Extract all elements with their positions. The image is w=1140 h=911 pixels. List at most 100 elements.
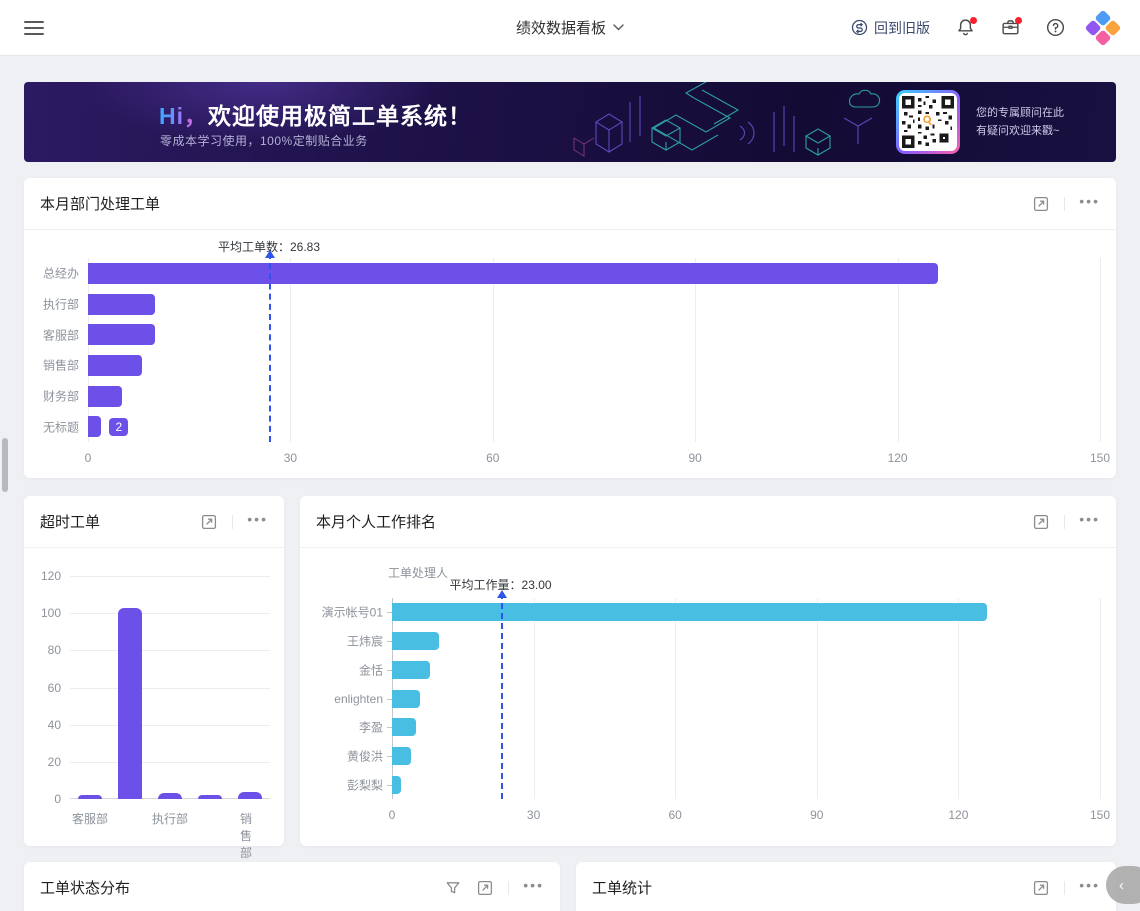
bar-销售部[interactable] — [238, 791, 262, 799]
bar-彭梨梨[interactable] — [392, 775, 402, 794]
category-label: 李盈 — [358, 720, 383, 735]
gridline — [1100, 598, 1101, 799]
card-department-tickets: 本月部门处理工单 ••• 0 30 60 90 120 150 总经办 执行部 客服部 销售部 财务… — [24, 178, 1116, 478]
workbench-badge — [1015, 16, 1022, 24]
bar-黄俊洪[interactable] — [392, 746, 411, 765]
category-label: 销售部 — [42, 358, 79, 373]
x-axis-tick-label: 0 — [388, 808, 396, 822]
card-title: 工单统计 — [592, 880, 653, 897]
x-axis-tick-label: 30 — [526, 808, 541, 822]
card-title: 本月部门处理工单 — [40, 196, 161, 213]
category-label: 客服部 — [42, 328, 79, 343]
filter-icon[interactable] — [444, 879, 462, 897]
back-to-old-version-button[interactable]: 回到旧版 — [851, 18, 930, 38]
bar-unlabeled[interactable] — [198, 795, 222, 799]
bar-无标题[interactable] — [88, 416, 102, 438]
restore-icon — [851, 19, 868, 36]
banner-subtitle: 零成本学习使用，100%定制贴合业务 — [160, 134, 368, 148]
more-menu-icon[interactable]: ••• — [523, 876, 544, 893]
plot-area: 0 30 60 90 120 150 总经办 执行部 客服部 销售部 财务部 无标题 2 平均工单数：26… — [43, 240, 1110, 465]
bar-enlighten[interactable] — [392, 689, 421, 708]
card-title: 工单状态分布 — [40, 880, 131, 897]
x-axis-tick-label: 30 — [283, 451, 298, 465]
divider — [508, 880, 510, 895]
axis-tick — [387, 755, 392, 757]
bar-金恬[interactable] — [392, 660, 430, 679]
category-label: 执行部 — [42, 297, 79, 312]
notification-badge — [970, 16, 977, 24]
bar-销售部[interactable] — [88, 354, 142, 376]
workbench-button[interactable] — [1000, 16, 1022, 38]
axis-tick — [387, 612, 392, 614]
y-axis-tick-label: 0 — [54, 792, 61, 806]
expand-icon[interactable] — [1032, 879, 1050, 897]
gridline — [816, 598, 818, 799]
average-label: 平均工单数：26.83 — [217, 240, 321, 254]
gridline — [70, 576, 270, 577]
more-menu-icon[interactable]: ••• — [1079, 876, 1100, 893]
bar-客服部[interactable] — [88, 324, 156, 346]
app-logo-icon[interactable] — [1084, 9, 1122, 46]
notifications-button[interactable] — [955, 16, 977, 38]
bar-总经办[interactable] — [88, 262, 939, 284]
more-menu-icon[interactable]: ••• — [1079, 192, 1100, 209]
expand-icon[interactable] — [1032, 513, 1050, 531]
axis-tick — [387, 727, 392, 729]
question-icon — [1046, 18, 1064, 37]
plot-area: 0 30 60 90 120 150 演示帐号01 王炜宸 金恬 enlighten 李盈 黄俊洪 彭梨… — [322, 566, 1110, 822]
help-button[interactable] — [1045, 18, 1065, 38]
gridline — [675, 598, 677, 799]
divider — [1064, 880, 1066, 895]
bar-unlabeled[interactable] — [118, 607, 142, 799]
left-scrollbar-thumb[interactable] — [2, 438, 8, 492]
gridline — [70, 650, 270, 652]
category-label: 金恬 — [358, 663, 383, 678]
card-ticket-statistics: 工单统计 ••• — [576, 862, 1116, 911]
back-to-old-version-label: 回到旧版 — [874, 19, 930, 36]
personal-ranking-chart[interactable]: 0 30 60 90 120 150 演示帐号01 王炜宸 金恬 enlighten 李盈 黄俊洪 彭梨… — [300, 548, 1116, 845]
category-label: 王炜宸 — [346, 634, 383, 649]
bar-执行部[interactable] — [88, 293, 156, 315]
bar-李盈[interactable] — [392, 718, 416, 737]
card-title: 超时工单 — [40, 514, 101, 531]
more-menu-icon[interactable]: ••• — [247, 510, 268, 527]
plot-area: 0 20 40 60 80 100 120 客服部 执行部 销售部 — [41, 569, 270, 860]
axis-tick — [387, 784, 392, 786]
bar-演示帐号01[interactable] — [392, 603, 987, 622]
gridline — [533, 598, 535, 799]
side-panel-collapse-handle[interactable]: ‹ — [1106, 866, 1140, 904]
expand-icon[interactable] — [200, 513, 218, 531]
page-title: 绩效数据看板 — [515, 20, 607, 37]
overtime-tickets-chart[interactable]: 0 20 40 60 80 100 120 客服部 执行部 销售部 — [24, 548, 284, 860]
bar-客服部[interactable] — [78, 795, 102, 799]
divider — [1064, 514, 1066, 529]
dashboard-title-switcher[interactable]: 绩效数据看板 — [516, 17, 624, 38]
y-axis-tick-label: 80 — [47, 643, 61, 658]
more-menu-icon[interactable]: ••• — [1079, 510, 1100, 527]
axis-tick — [387, 641, 392, 643]
expand-icon[interactable] — [1032, 195, 1050, 213]
average-label: 平均工作量：23.00 — [449, 578, 552, 592]
menu-icon[interactable] — [24, 17, 44, 39]
card-title: 本月个人工作排名 — [316, 514, 437, 531]
x-axis-tick-label: 0 — [84, 451, 92, 465]
category-label: enlighten — [334, 691, 383, 706]
gridline — [1100, 258, 1101, 442]
gridline — [88, 258, 89, 442]
category-label: 执行部 — [151, 812, 189, 826]
department-tickets-chart[interactable]: 0 30 60 90 120 150 总经办 执行部 客服部 销售部 财务部 无标题 2 平均工单数：26… — [24, 230, 1116, 477]
briefcase-icon — [1001, 20, 1019, 35]
category-label: 客服部 — [71, 812, 109, 826]
expand-icon[interactable] — [476, 879, 494, 897]
axis-tick — [387, 669, 392, 671]
category-label: 销售部 — [240, 812, 253, 860]
bar-王炜宸[interactable] — [392, 632, 440, 651]
bar-财务部[interactable] — [88, 385, 122, 407]
consultant-qr-code — [896, 90, 960, 154]
y-axis-tick-label: 20 — [47, 754, 61, 769]
gridline — [897, 258, 899, 442]
category-label: 彭梨梨 — [346, 778, 383, 793]
bar-执行部[interactable] — [158, 793, 182, 799]
gridline — [290, 258, 292, 442]
card-personal-ranking: 本月个人工作排名 ••• 0 30 60 90 120 150 演示帐号01 王炜宸 金恬 enl… — [300, 496, 1116, 846]
